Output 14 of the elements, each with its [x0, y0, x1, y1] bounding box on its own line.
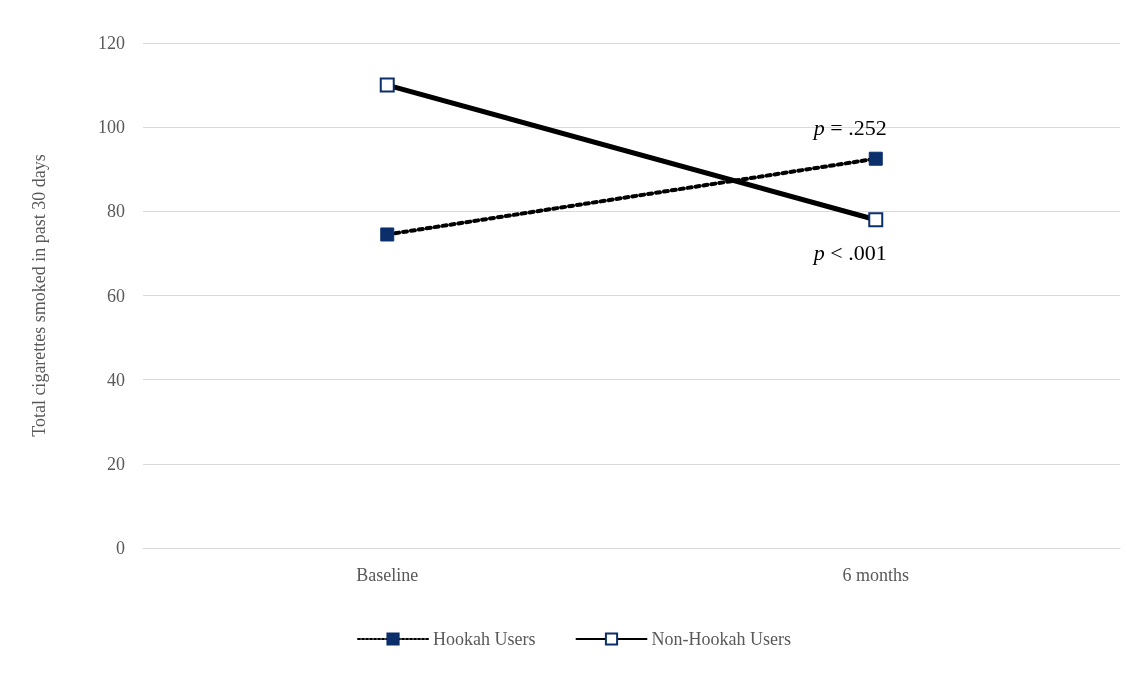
legend-label: Non-Hookah Users — [651, 629, 791, 649]
y-tick-label: 100 — [98, 117, 125, 138]
y-tick-label: 0 — [116, 538, 125, 558]
x-tick-label: 6 months — [842, 565, 910, 585]
legend-label: Hookah Users — [433, 629, 536, 649]
x-tick-label: Baseline — [356, 565, 419, 585]
y-tick-label: 80 — [107, 201, 125, 222]
annotation: p < .001 — [811, 240, 887, 266]
y-tick-label: 20 — [107, 453, 125, 474]
y-axis-title: Total cigarettes smoked in past 30 days — [29, 154, 49, 437]
annotation: p = .252 — [811, 115, 887, 141]
y-tick-label: 40 — [107, 369, 125, 390]
y-tick-label: 120 — [98, 33, 125, 53]
y-tick-label: 60 — [107, 285, 125, 306]
